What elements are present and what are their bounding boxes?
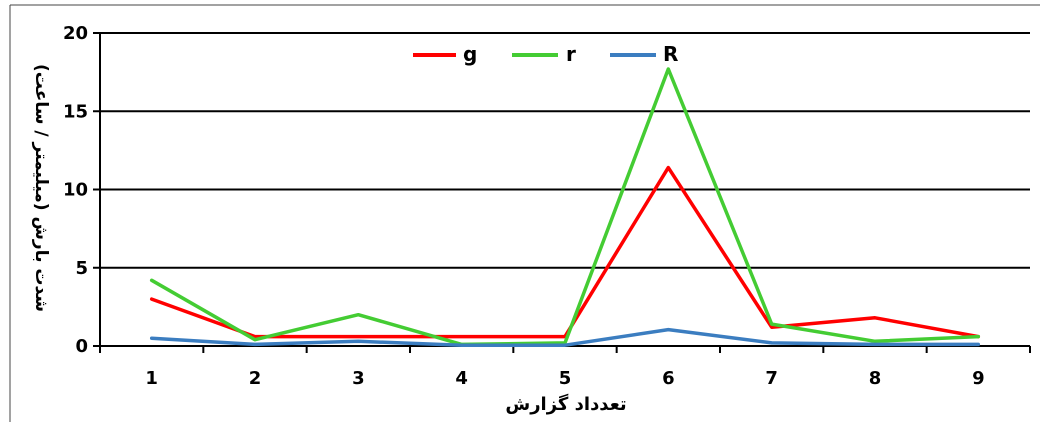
x-tick-label: 7 — [765, 368, 778, 389]
y-tick-label: 20 — [63, 23, 88, 44]
x-tick-label: 8 — [869, 368, 882, 389]
series-lines — [149, 67, 981, 347]
series-line-g — [149, 165, 981, 339]
x-tick-label: 9 — [972, 368, 985, 389]
x-tick-label: 3 — [352, 368, 365, 389]
x-tick-label: 5 — [559, 368, 572, 389]
x-tick-label: 1 — [145, 368, 158, 389]
legend-label-r: r — [566, 42, 576, 66]
y-tick-label: 10 — [63, 180, 88, 201]
legend-label-R: R — [663, 42, 678, 66]
y-tick-label: 15 — [63, 101, 88, 122]
x-tick-label: 6 — [662, 368, 675, 389]
legend-label-g: g — [463, 42, 477, 66]
gridlines — [100, 32, 1030, 269]
x-tick-label: 4 — [455, 368, 468, 389]
series-line-R — [149, 327, 981, 347]
series-line-r — [149, 67, 981, 347]
x-axis-title: تعدداد گزارش — [505, 393, 626, 415]
axis-labels: تعدداد گزارش شدت بارش (میلیمتر / ساعت) — [31, 64, 627, 415]
x-tick-label: 2 — [249, 368, 262, 389]
y-axis-title: شدت بارش (میلیمتر / ساعت) — [31, 64, 51, 312]
y-tick-label: 0 — [75, 336, 88, 357]
y-tick-label: 5 — [75, 258, 88, 279]
axes: 0 5 10 15 20 1 2 3 4 5 6 7 8 9 — [9, 4, 1040, 422]
